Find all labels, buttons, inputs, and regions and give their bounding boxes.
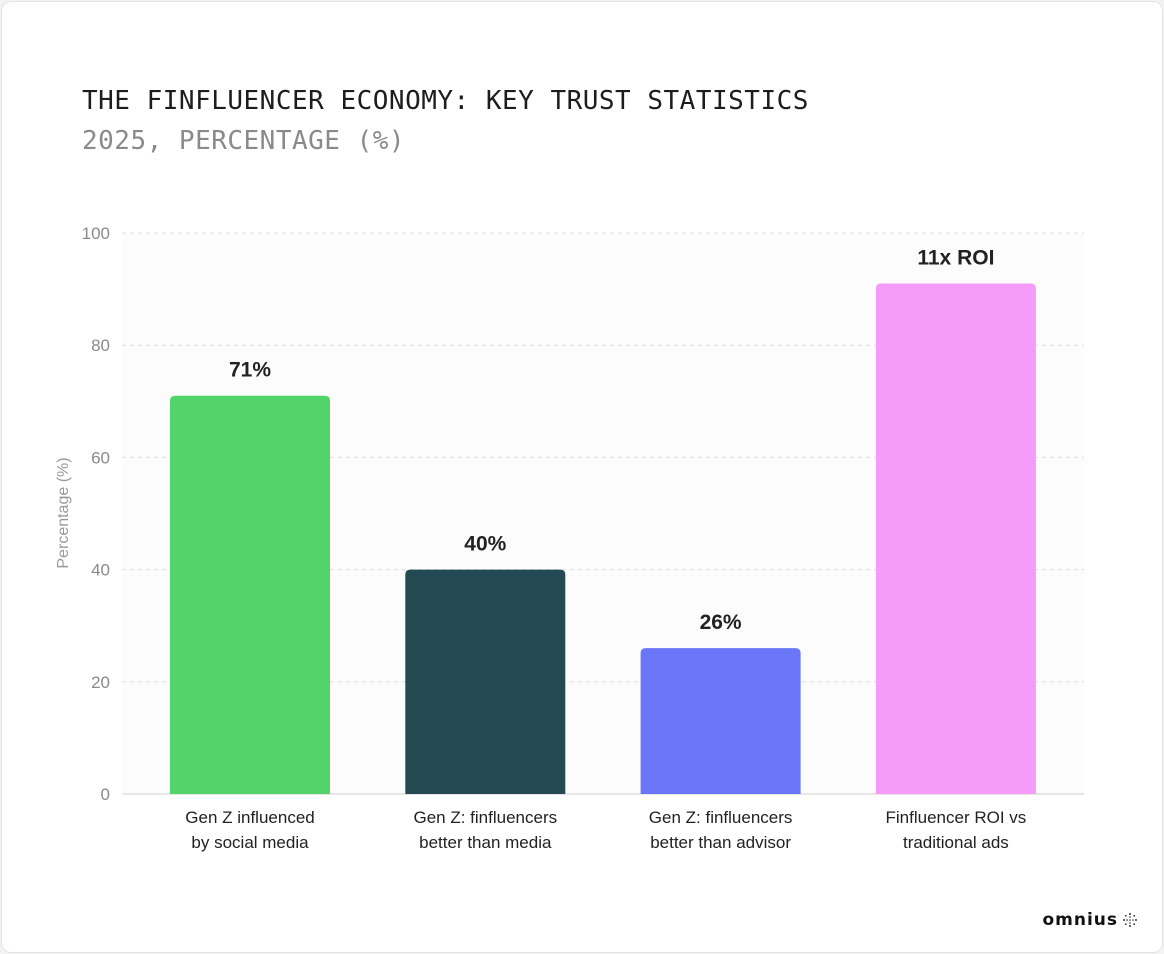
y-tick-label: 80 <box>91 336 110 355</box>
x-tick-label: Gen Z: finfluencers <box>649 808 793 827</box>
y-tick-label: 100 <box>82 224 110 243</box>
y-tick-label: 40 <box>91 561 110 580</box>
y-axis-label: Percentage (%) <box>55 457 72 568</box>
bar <box>875 283 1036 794</box>
bar <box>405 569 566 794</box>
x-tick-label: Gen Z: finfluencers <box>413 808 557 827</box>
x-tick-label: better than media <box>419 833 552 852</box>
data-label: 26% <box>700 611 742 634</box>
data-label: 71% <box>229 359 271 382</box>
y-tick-label: 0 <box>101 785 110 804</box>
chart-title: THE FINFLUENCER ECONOMY: KEY TRUST STATI… <box>82 86 809 116</box>
bar <box>170 395 330 794</box>
data-label: 11x ROI <box>917 246 994 269</box>
sparkle-dots-icon <box>1123 913 1137 927</box>
x-tick-label: traditional ads <box>903 833 1009 852</box>
logo-text: omnius <box>1042 910 1118 930</box>
x-tick-label: Gen Z influenced <box>185 808 314 827</box>
x-tick-label: better than advisor <box>650 833 791 852</box>
brand-logo: omnius <box>1042 910 1138 930</box>
x-tick-label: by social media <box>191 833 309 852</box>
y-tick-label: 20 <box>91 673 110 692</box>
bar <box>640 648 801 794</box>
y-tick-label: 60 <box>91 448 110 467</box>
chart-subtitle: 2025, PERCENTAGE (%) <box>82 126 406 156</box>
x-tick-label: Finfluencer ROI vs <box>886 808 1027 827</box>
data-label: 40% <box>464 533 506 556</box>
